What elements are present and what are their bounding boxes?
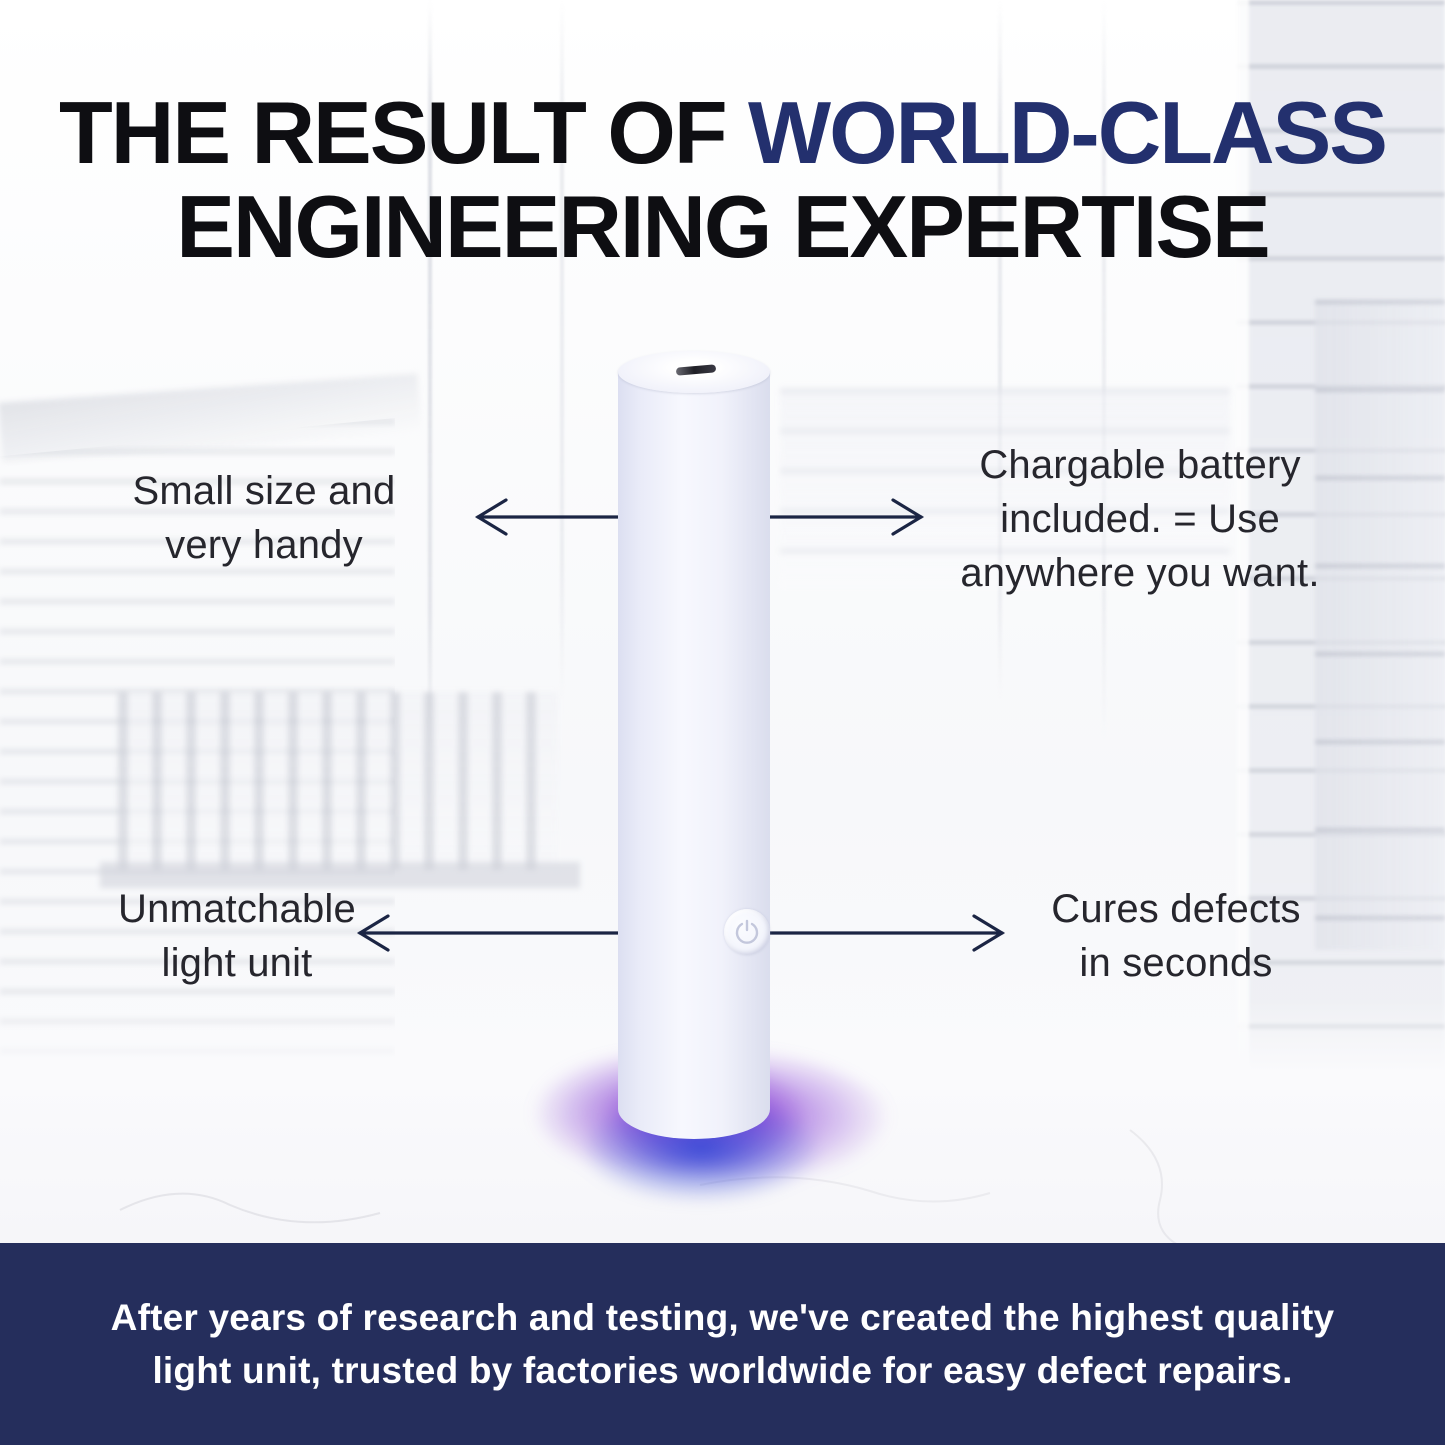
callout-line: anywhere you want. xyxy=(960,551,1320,595)
charging-port xyxy=(675,364,717,376)
callout-small-size: Small size and very handy xyxy=(78,464,450,572)
power-button xyxy=(724,909,770,955)
callout-line: Small size and xyxy=(132,469,396,513)
callout-line: light unit xyxy=(161,941,313,985)
title-text-accent: WORLD-CLASS xyxy=(748,83,1388,182)
pen-body xyxy=(618,371,770,1139)
callout-line: very handy xyxy=(165,523,363,567)
title-line-1: THE RESULT OF WORLD-CLASS xyxy=(0,86,1445,180)
footer-line-1: After years of research and testing, we'… xyxy=(110,1297,1335,1338)
callout-line: Cures defects xyxy=(1051,887,1301,931)
callout-cures-defects: Cures defects in seconds xyxy=(988,882,1364,990)
pen-top-cap xyxy=(618,351,770,393)
title-text-black: THE RESULT OF xyxy=(59,83,749,182)
footer-band: After years of research and testing, we'… xyxy=(0,1243,1445,1445)
footer-line-2: light unit, trusted by factories worldwi… xyxy=(152,1350,1293,1391)
power-icon xyxy=(735,919,759,944)
title-line-2: ENGINEERING EXPERTISE xyxy=(176,177,1270,276)
callout-line: Unmatchable xyxy=(118,887,356,931)
callout-battery: Chargable battery included. = Use anywhe… xyxy=(920,438,1360,600)
callout-line: included. = Use xyxy=(1000,497,1280,541)
callout-line: Chargable battery xyxy=(979,443,1301,487)
callout-light-unit: Unmatchable light unit xyxy=(58,882,416,990)
callout-line: in seconds xyxy=(1079,941,1273,985)
page-title: THE RESULT OF WORLD-CLASS ENGINEERING EX… xyxy=(0,86,1445,274)
product-pen xyxy=(618,351,770,1139)
